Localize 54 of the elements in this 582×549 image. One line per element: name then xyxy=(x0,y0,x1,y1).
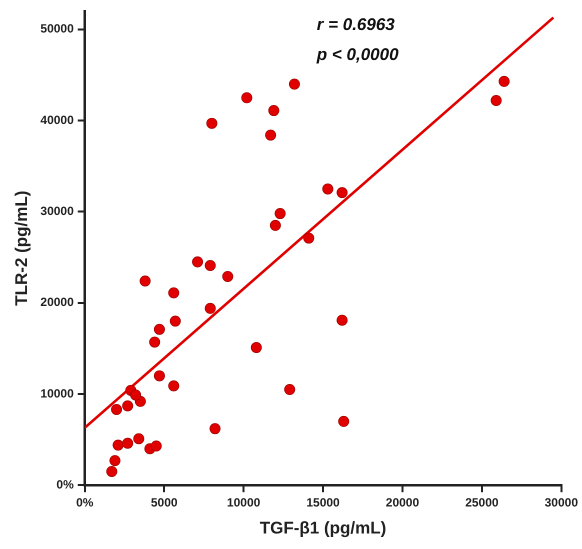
point xyxy=(336,187,348,198)
point xyxy=(112,440,124,451)
y-tick-label: 40000 xyxy=(40,112,74,127)
point xyxy=(204,260,216,272)
annotation: r = 0.6963 xyxy=(316,14,396,34)
x-tick-label: 30000 xyxy=(544,496,578,510)
point xyxy=(168,287,180,298)
x-axis-title: TGF-β1 (pg/mL) xyxy=(260,518,386,538)
point xyxy=(265,130,276,141)
y-tick-label: 20000 xyxy=(40,295,74,310)
point xyxy=(168,380,180,392)
point xyxy=(130,389,142,400)
annotation: p < 0,0000 xyxy=(316,44,400,64)
point xyxy=(204,302,216,314)
point xyxy=(284,384,296,395)
point xyxy=(498,76,510,87)
y-tick-label: 30000 xyxy=(40,204,74,218)
x-tick-label: 15000 xyxy=(306,496,340,510)
point xyxy=(338,416,350,427)
point xyxy=(149,336,160,348)
point xyxy=(270,220,281,231)
y-axis-title: TLR-2 (pg/mL) xyxy=(12,190,31,306)
x-tick-label: 25000 xyxy=(465,496,499,510)
point xyxy=(140,276,151,287)
point xyxy=(322,183,334,194)
point xyxy=(303,232,314,244)
point xyxy=(210,423,221,434)
point xyxy=(250,342,262,354)
point xyxy=(122,400,134,412)
point xyxy=(192,256,204,268)
point xyxy=(150,440,162,452)
y-tick-label: 50000 xyxy=(40,22,74,36)
x-tick-label: 10000 xyxy=(226,496,261,510)
x-tick-label: 0% xyxy=(76,496,94,510)
x-tick-label: 20000 xyxy=(386,496,420,510)
point xyxy=(288,78,300,90)
point xyxy=(241,92,252,104)
point xyxy=(154,324,165,335)
point xyxy=(154,370,165,382)
y-tick-label: 0% xyxy=(56,478,74,492)
point xyxy=(274,208,286,220)
point xyxy=(336,314,348,326)
point xyxy=(133,433,144,444)
point xyxy=(222,270,234,282)
point xyxy=(111,404,122,416)
point xyxy=(109,455,120,466)
y-tick-label: 10000 xyxy=(40,386,74,400)
x-tick-label: 5000 xyxy=(150,496,178,510)
point xyxy=(268,105,280,116)
point xyxy=(490,95,502,106)
point xyxy=(170,316,181,327)
point xyxy=(122,438,134,449)
point xyxy=(106,466,118,478)
point xyxy=(206,118,218,129)
